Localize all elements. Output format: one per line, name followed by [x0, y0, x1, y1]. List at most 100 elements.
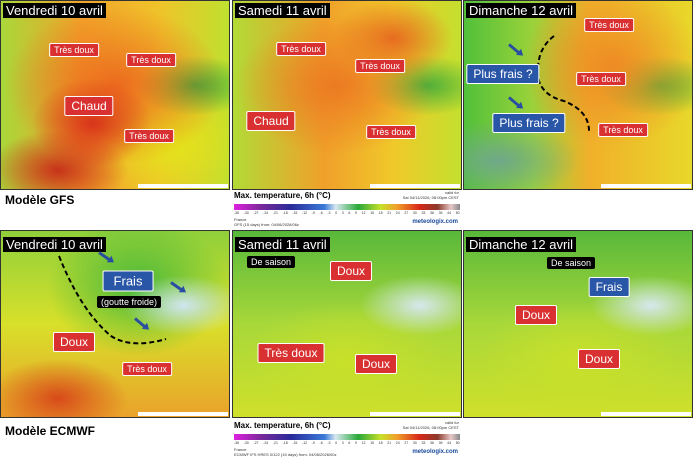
map-ecmwf-saturday: Samedi 11 avril De saison Doux Très doux… — [232, 230, 462, 418]
tick: 33 — [421, 211, 426, 215]
tick: 9 — [354, 441, 357, 445]
tick: 12 — [361, 211, 366, 215]
source: GFS (15 days) from: 04/06/2026/06z — [234, 222, 299, 227]
tick: 18 — [378, 211, 383, 215]
day-title: Vendredi 10 avril — [3, 3, 106, 18]
map-attribution — [601, 184, 691, 188]
tick: 3 — [341, 441, 344, 445]
day-title: Samedi 11 avril — [235, 3, 330, 18]
cold-front-boundary — [58, 255, 167, 345]
map-gfs-friday: Vendredi 10 avril Très doux Très doux Ch… — [0, 0, 230, 190]
legend-source: France GFS (15 days) from: 04/06/2026/06z — [234, 217, 299, 227]
tick: -9 — [311, 441, 315, 445]
tick: 15 — [370, 441, 374, 445]
tick: -30 — [243, 441, 249, 445]
tick: -24 — [263, 441, 269, 445]
valid-label: valid for — [444, 420, 459, 425]
label-tres-doux: Très doux — [355, 59, 405, 73]
tick: 0 — [335, 441, 338, 445]
label-de-saison: De saison — [546, 257, 596, 269]
tick: -3 — [327, 441, 331, 445]
map-gfs-saturday: Samedi 11 avril Très doux Très doux Chau… — [232, 0, 462, 190]
tick: 6 — [348, 441, 351, 445]
legend-ecmwf: Max. temperature, 6h (°C) valid for Sat 0… — [232, 419, 462, 461]
valid-label: valid for — [444, 190, 459, 195]
label-doux: Doux — [329, 261, 373, 281]
tick: 44 — [447, 211, 452, 215]
legend-title: Max. temperature, 6h (°C) — [234, 191, 331, 200]
day-title: Dimanche 12 avril — [466, 3, 577, 18]
color-scale-bar — [234, 434, 460, 440]
tick: -36 — [234, 441, 240, 445]
tick: 0 — [335, 211, 338, 215]
tick: -36 — [234, 211, 240, 215]
valid-time: Sat 04/11/2026, 08:00pm CEST — [402, 425, 459, 430]
tick: 27 — [404, 211, 409, 215]
tick: -15 — [292, 441, 298, 445]
tick: -21 — [272, 441, 278, 445]
tick: 24 — [395, 211, 400, 215]
label-tres-doux: Très doux — [122, 362, 172, 376]
label-doux: Doux — [514, 305, 558, 325]
label-tres-doux: Très doux — [49, 43, 99, 57]
scale-ticks: -36 -30 -27 -24 -21 -18 -15 -12 -9 -6 -3 0 3 6 9 12 15 18… — [234, 441, 460, 445]
tick: 36 — [430, 441, 434, 445]
label-tres-doux: Très doux — [598, 123, 648, 137]
label-tres-doux: Très doux — [124, 129, 174, 143]
label-tres-doux: Très doux — [584, 18, 634, 32]
tick: 39 — [438, 211, 443, 215]
label-frais: Frais — [102, 270, 154, 292]
tick: 24 — [395, 441, 400, 445]
tick: -18 — [282, 211, 288, 215]
tick: 30 — [412, 211, 417, 215]
region: France — [234, 447, 247, 452]
tick: -3 — [327, 211, 331, 215]
tick: -21 — [272, 211, 278, 215]
tick: 21 — [387, 211, 392, 215]
map-gfs-sunday: Dimanche 12 avril Très doux Plus frais ?… — [463, 0, 693, 190]
tick: -18 — [282, 441, 288, 445]
day-title: Samedi 11 avril — [235, 237, 330, 252]
tick: 50 — [455, 441, 460, 445]
label-doux: Doux — [577, 349, 621, 369]
label-goutte-froide: (goutte froide) — [96, 296, 162, 308]
map-ecmwf-friday: Vendredi 10 avril Frais (goutte froide) … — [0, 230, 230, 418]
color-scale-bar — [234, 204, 460, 210]
map-attribution — [138, 412, 228, 416]
label-tres-doux: Très doux — [126, 53, 176, 67]
model-label-ecmwf: Modèle ECMWF — [5, 424, 95, 438]
map-attribution — [601, 412, 691, 416]
label-tres-doux: Très doux — [576, 72, 626, 86]
tick: 44 — [447, 441, 452, 445]
tick: -30 — [243, 211, 249, 215]
map-attribution — [370, 412, 460, 416]
label-plus-frais: Plus frais ? — [466, 64, 540, 84]
brand-logo[interactable]: meteologix.com — [412, 449, 458, 455]
model-label-gfs: Modèle GFS — [5, 193, 75, 207]
legend-gfs: Max. temperature, 6h (°C) valid for Sat 0… — [232, 189, 462, 231]
legend-valid: valid for Sat 04/11/2026, 08:00pm CEST — [403, 420, 459, 430]
map-attribution — [370, 184, 460, 188]
tick: 6 — [348, 211, 351, 215]
cold-front-boundary — [537, 35, 590, 132]
tick: 50 — [455, 211, 460, 215]
tick: 12 — [361, 441, 366, 445]
day-title: Dimanche 12 avril — [466, 237, 577, 252]
label-frais: Frais — [588, 277, 630, 297]
tick: 36 — [430, 211, 434, 215]
label-tres-doux: Très doux — [276, 42, 326, 56]
tick: 15 — [370, 211, 374, 215]
valid-time: Sat 04/11/2026, 08:00pm CEST — [402, 195, 459, 200]
region: France — [234, 217, 247, 222]
label-de-saison: De saison — [246, 256, 296, 268]
tick: 9 — [354, 211, 357, 215]
brand-logo[interactable]: meteologix.com — [412, 219, 458, 225]
legend-valid: valid for Sat 04/11/2026, 08:00pm CEST — [403, 190, 459, 200]
map-ecmwf-sunday: Dimanche 12 avril De saison Frais Doux D… — [463, 230, 693, 418]
tick: -27 — [253, 211, 259, 215]
label-chaud: Chaud — [64, 96, 114, 116]
tick: -9 — [311, 211, 315, 215]
tick: -15 — [292, 211, 298, 215]
label-chaud: Chaud — [246, 111, 296, 131]
tick: -27 — [253, 441, 259, 445]
